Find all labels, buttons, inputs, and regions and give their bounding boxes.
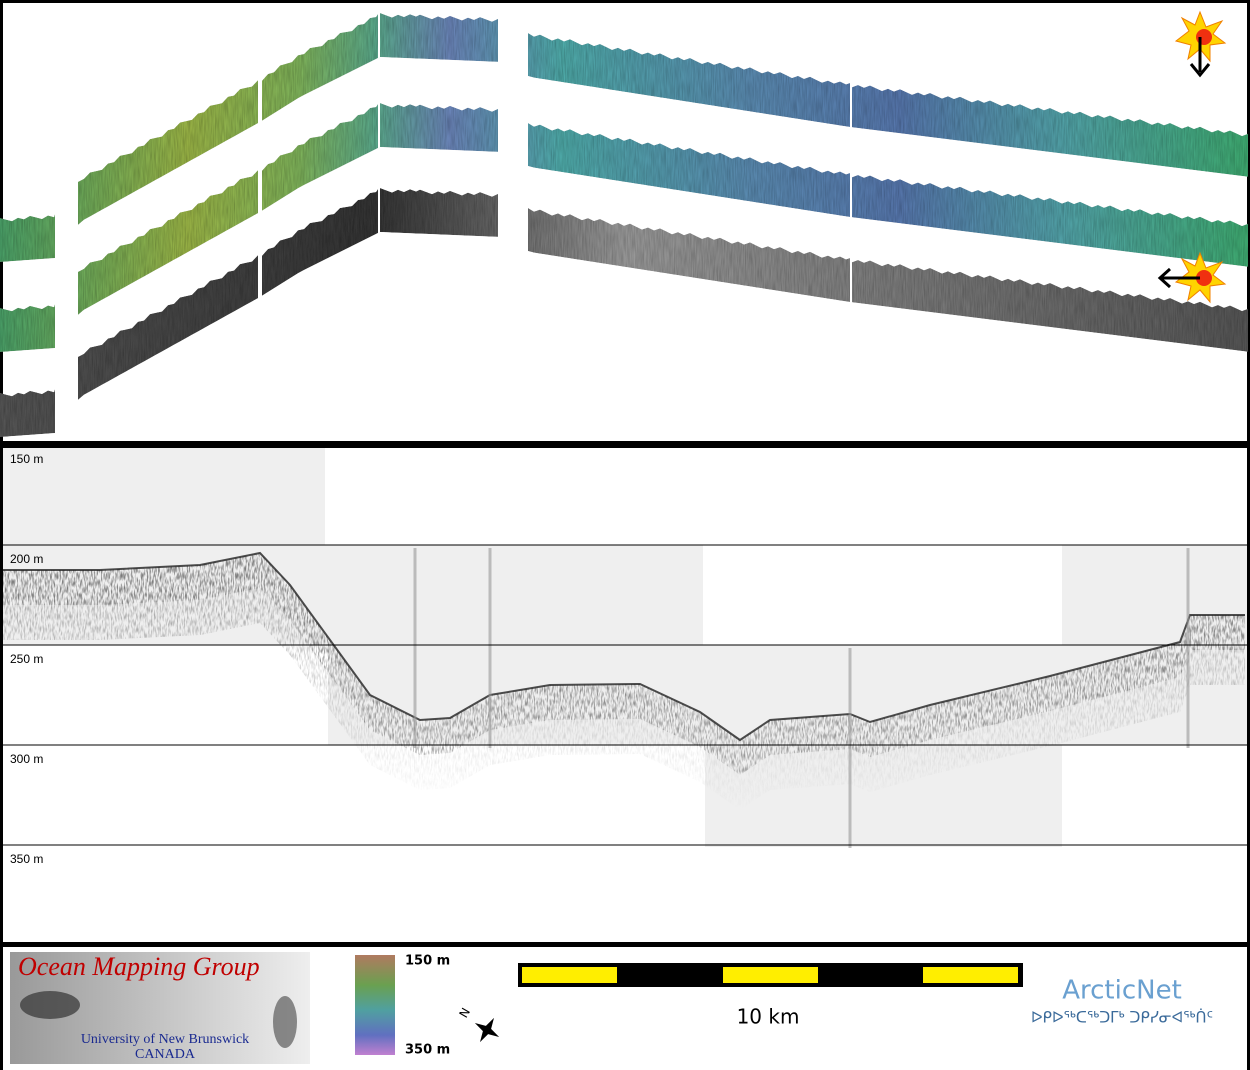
sun-icon [1157, 251, 1227, 304]
swath-mosaic [0, 13, 1248, 437]
depth-label: 200 m [10, 552, 43, 566]
logo-university: University of New Brunswick [81, 1032, 249, 1047]
colorbar-top-label: 150 m [405, 954, 450, 969]
swath [78, 169, 258, 315]
swath [852, 260, 1248, 352]
swath [380, 103, 420, 149]
swath [380, 13, 420, 59]
depth-label: 350 m [10, 852, 43, 866]
partner-subtitle: ᐅᑭᐅᖅᑕᖅᑐᒥᒃ ᑐᑭᓯᓂᐊᖅᑏᑦ [1031, 1009, 1213, 1027]
echo-area [3, 553, 1245, 775]
echo-profile [3, 548, 1245, 848]
logo-title: Ocean Mapping Group [18, 952, 260, 981]
depth-grid: 150 m 200 m 250 m 300 m 350 m [3, 452, 1247, 866]
colorbar-bottom-label: 350 m [405, 1043, 450, 1058]
swath [0, 214, 55, 262]
depth-label: 250 m [10, 652, 43, 666]
partner-name: ArcticNet [1062, 976, 1182, 1006]
swath [528, 33, 850, 127]
depth-label: 150 m [10, 452, 43, 466]
sun-icon [1174, 10, 1227, 78]
scale-label: 10 km [737, 1005, 800, 1029]
echo-area [3, 553, 1245, 810]
swath [420, 104, 498, 152]
depth-label: 300 m [10, 752, 43, 766]
swath [78, 79, 258, 225]
logo-country: CANADA [135, 1047, 196, 1062]
swath [262, 189, 378, 296]
swath [420, 14, 498, 62]
swath [0, 389, 55, 437]
swath [380, 188, 420, 234]
swath [262, 104, 378, 211]
swath [262, 14, 378, 121]
swath [852, 85, 1248, 177]
seabed [3, 551, 1245, 742]
swath [420, 189, 498, 237]
swath [78, 254, 258, 400]
colorbar [355, 955, 395, 1055]
swath [852, 175, 1248, 267]
swath [528, 208, 850, 302]
swath [0, 304, 55, 352]
swath [528, 123, 850, 217]
scale-bar [518, 963, 1023, 987]
omg-logo: Ocean Mapping Group University of New Br… [10, 952, 310, 1064]
